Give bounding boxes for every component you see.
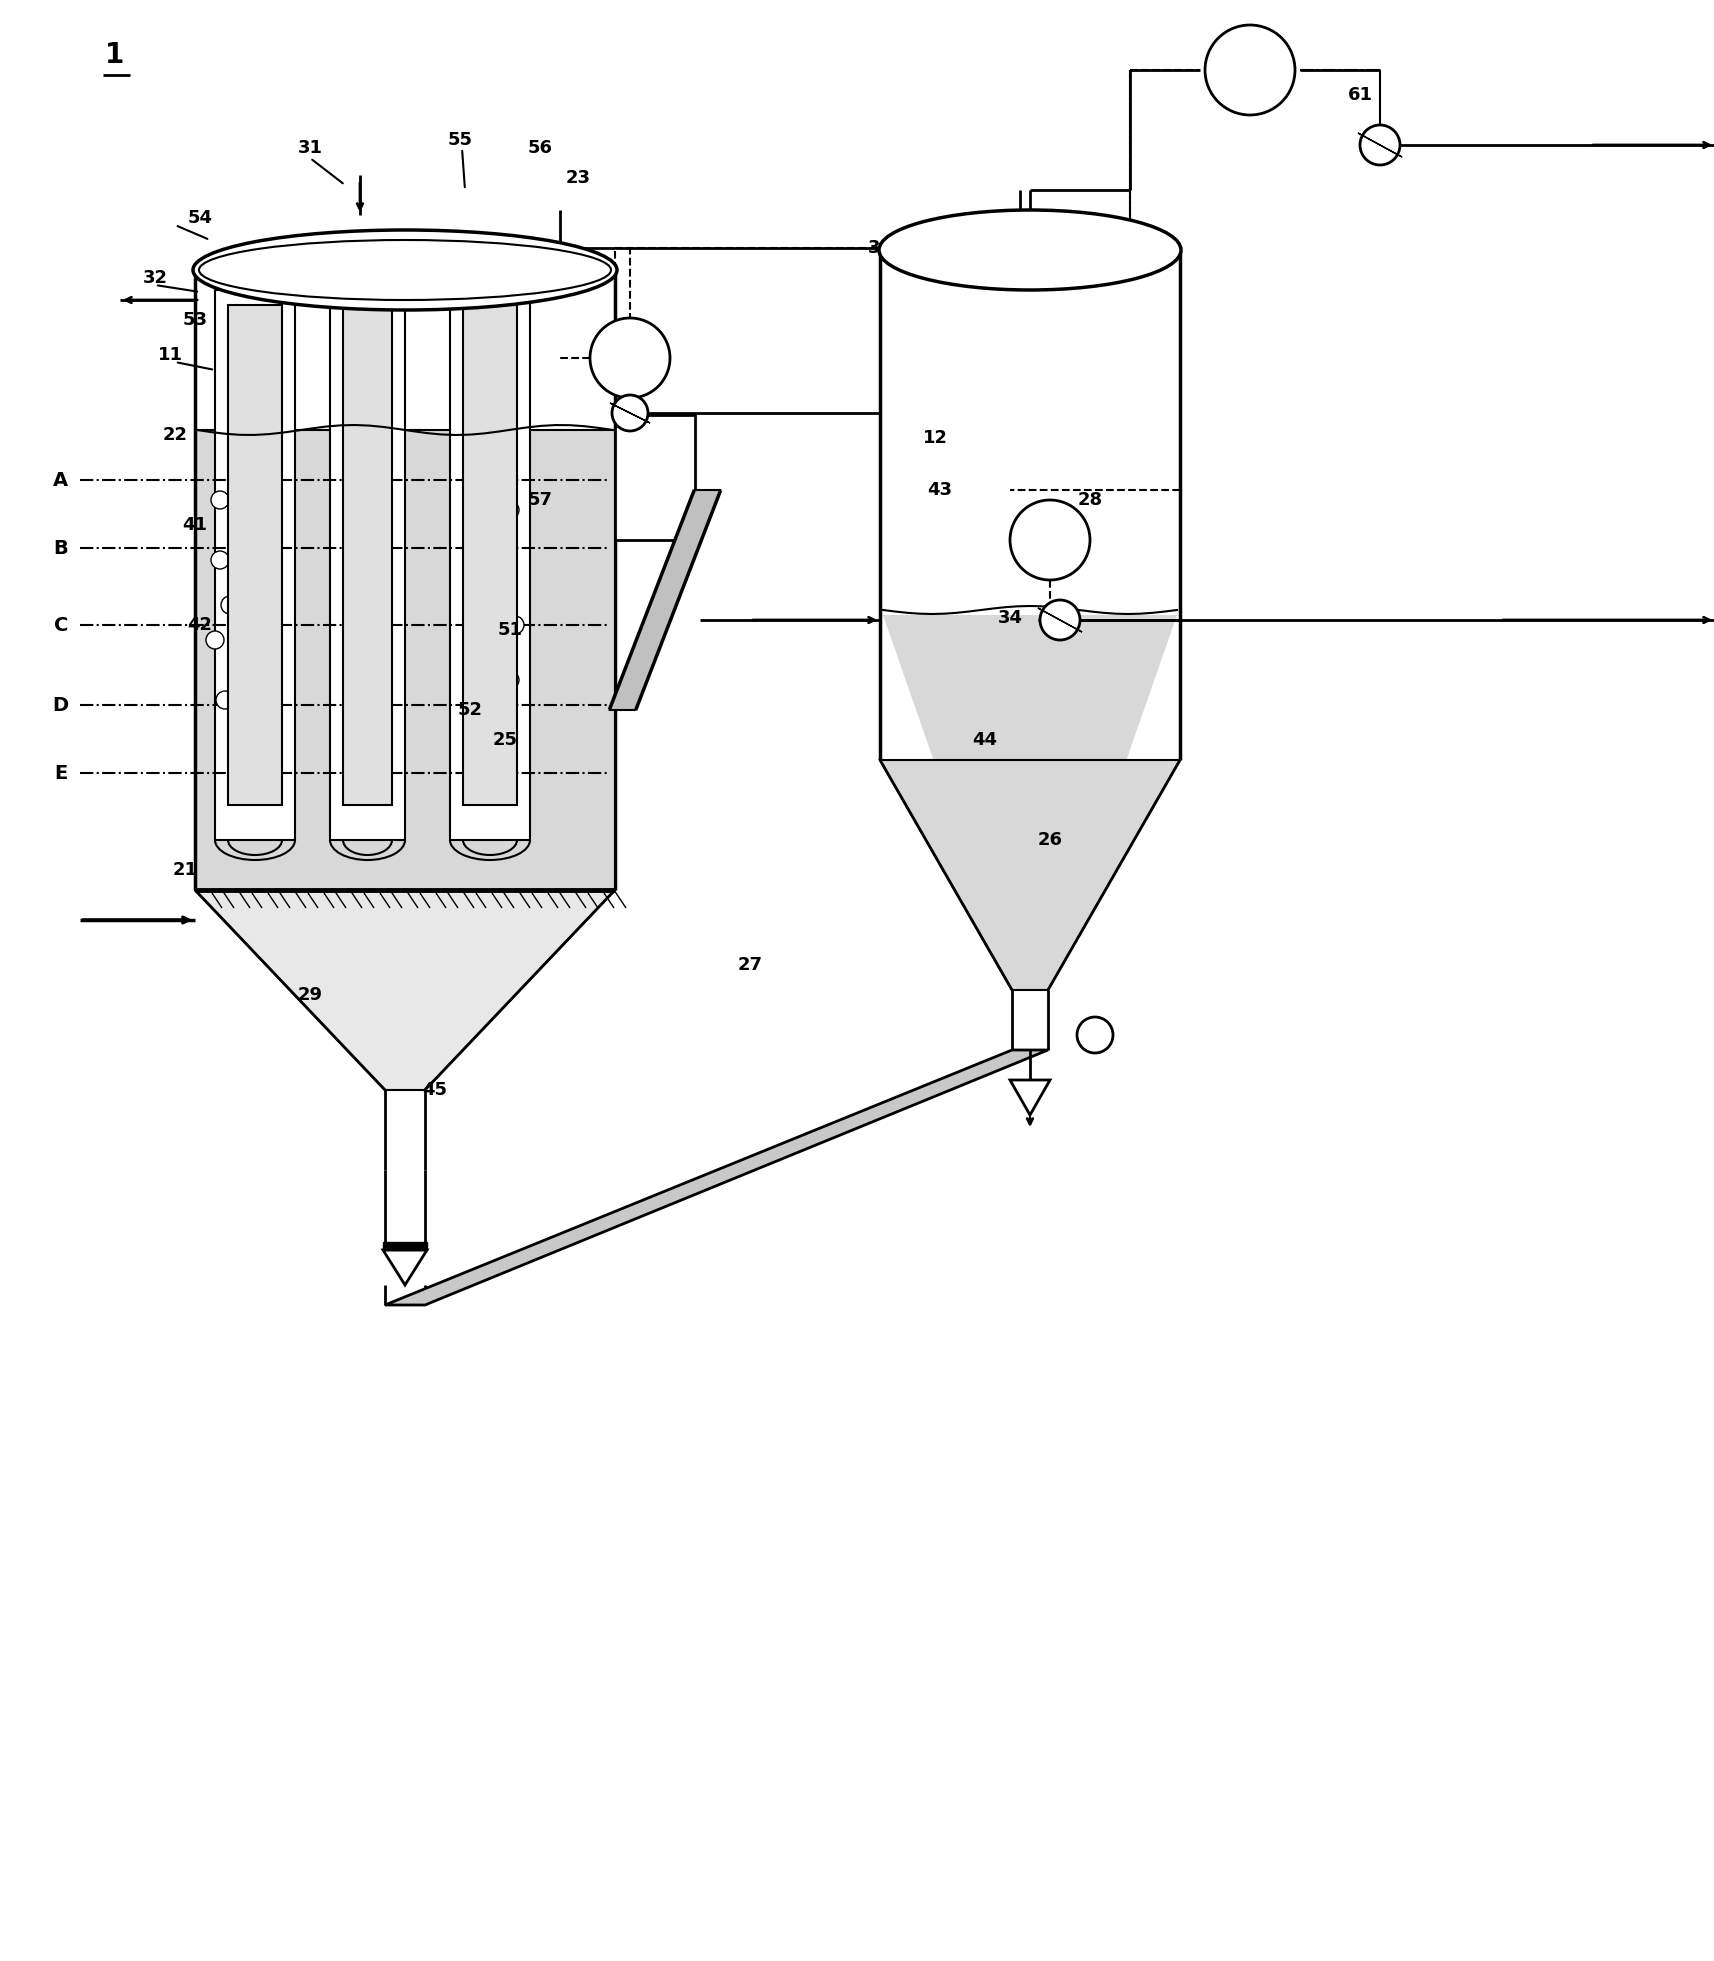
Circle shape bbox=[245, 686, 264, 704]
Circle shape bbox=[348, 671, 367, 688]
Polygon shape bbox=[201, 890, 610, 1088]
Polygon shape bbox=[1037, 608, 1082, 631]
Circle shape bbox=[351, 490, 369, 510]
Circle shape bbox=[238, 616, 257, 633]
Text: 55: 55 bbox=[447, 131, 473, 149]
Text: 52: 52 bbox=[458, 700, 482, 720]
Polygon shape bbox=[610, 404, 650, 424]
Bar bbox=[214, 290, 295, 839]
Text: 43: 43 bbox=[927, 480, 951, 498]
Circle shape bbox=[206, 631, 225, 649]
Circle shape bbox=[211, 490, 230, 510]
Polygon shape bbox=[1357, 133, 1400, 157]
Circle shape bbox=[365, 535, 384, 555]
Text: PC: PC bbox=[1238, 61, 1262, 78]
Circle shape bbox=[372, 580, 391, 598]
Circle shape bbox=[242, 512, 259, 529]
Circle shape bbox=[506, 616, 524, 633]
Circle shape bbox=[500, 671, 519, 688]
Text: 33: 33 bbox=[867, 239, 891, 257]
Text: 42: 42 bbox=[187, 616, 213, 633]
Ellipse shape bbox=[879, 210, 1181, 290]
Text: A: A bbox=[53, 471, 69, 490]
Text: 26: 26 bbox=[1037, 831, 1063, 849]
Polygon shape bbox=[382, 1249, 427, 1284]
Text: 53: 53 bbox=[182, 312, 207, 329]
Text: PDC: PDC bbox=[614, 351, 646, 365]
Circle shape bbox=[261, 567, 279, 584]
Text: 56: 56 bbox=[528, 139, 552, 157]
Text: 25: 25 bbox=[492, 731, 518, 749]
Circle shape bbox=[360, 616, 379, 633]
Polygon shape bbox=[195, 890, 615, 1090]
Circle shape bbox=[1205, 25, 1294, 116]
Text: 44: 44 bbox=[972, 731, 998, 749]
Polygon shape bbox=[879, 761, 1179, 990]
Circle shape bbox=[1359, 126, 1399, 165]
Bar bbox=[343, 306, 393, 806]
Text: 22: 22 bbox=[163, 426, 187, 443]
Text: 41: 41 bbox=[182, 516, 207, 533]
Text: D: D bbox=[51, 696, 69, 714]
Circle shape bbox=[370, 512, 389, 529]
Text: 61: 61 bbox=[1347, 86, 1371, 104]
Text: 12: 12 bbox=[922, 429, 946, 447]
Ellipse shape bbox=[194, 229, 617, 310]
Circle shape bbox=[480, 480, 499, 498]
Circle shape bbox=[590, 318, 670, 398]
Text: C: C bbox=[53, 616, 69, 635]
Circle shape bbox=[1010, 500, 1090, 580]
Text: LC: LC bbox=[1039, 531, 1061, 549]
Circle shape bbox=[250, 535, 269, 555]
Text: 31: 31 bbox=[297, 139, 322, 157]
Circle shape bbox=[612, 394, 648, 431]
Bar bbox=[449, 290, 530, 839]
Circle shape bbox=[259, 641, 278, 659]
Bar bbox=[382, 1241, 427, 1249]
Text: 23: 23 bbox=[566, 169, 590, 186]
Circle shape bbox=[221, 596, 238, 614]
Text: E: E bbox=[55, 763, 69, 782]
Circle shape bbox=[211, 551, 230, 569]
Circle shape bbox=[500, 500, 519, 520]
Polygon shape bbox=[1010, 1081, 1049, 1116]
Circle shape bbox=[499, 531, 516, 549]
Bar bbox=[329, 290, 405, 839]
Bar bbox=[228, 306, 281, 806]
Circle shape bbox=[365, 686, 384, 704]
Circle shape bbox=[480, 545, 499, 565]
Text: 28: 28 bbox=[1076, 490, 1102, 510]
Circle shape bbox=[490, 590, 509, 610]
Circle shape bbox=[216, 690, 233, 710]
Ellipse shape bbox=[199, 239, 610, 300]
Text: 51: 51 bbox=[497, 622, 523, 639]
Bar bbox=[615, 416, 694, 539]
Text: 29: 29 bbox=[297, 986, 322, 1004]
Bar bbox=[463, 306, 516, 806]
Circle shape bbox=[1039, 600, 1080, 639]
Text: 21: 21 bbox=[173, 861, 197, 879]
Text: 1: 1 bbox=[105, 41, 123, 69]
Text: 34: 34 bbox=[998, 610, 1022, 628]
Text: 11: 11 bbox=[158, 345, 182, 365]
Polygon shape bbox=[197, 429, 612, 890]
Text: 27: 27 bbox=[737, 957, 763, 975]
Text: 45: 45 bbox=[422, 1081, 447, 1098]
Circle shape bbox=[1076, 1018, 1112, 1053]
Circle shape bbox=[351, 596, 369, 614]
Circle shape bbox=[483, 690, 502, 710]
Polygon shape bbox=[610, 490, 720, 710]
Polygon shape bbox=[883, 616, 1176, 988]
Text: 32: 32 bbox=[142, 269, 168, 286]
Text: B: B bbox=[53, 539, 69, 557]
Text: 54: 54 bbox=[187, 210, 213, 227]
Text: 57: 57 bbox=[528, 490, 552, 510]
Circle shape bbox=[478, 641, 497, 659]
Circle shape bbox=[346, 551, 363, 569]
Polygon shape bbox=[384, 1049, 1047, 1304]
Circle shape bbox=[242, 580, 259, 598]
